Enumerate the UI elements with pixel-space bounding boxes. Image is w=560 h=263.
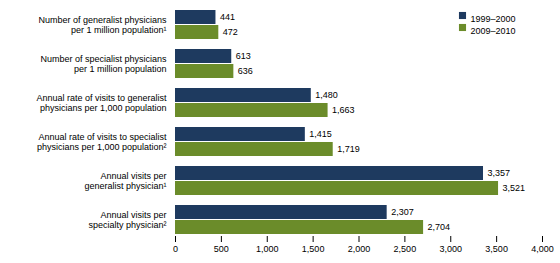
svg-text:Annual rate of visits to gener: Annual rate of visits to generalistphysi… [36, 93, 167, 113]
svg-text:3,500: 3,500 [485, 244, 508, 254]
svg-text:3,000: 3,000 [439, 244, 462, 254]
svg-text:Annual visits pergeneralist ph: Annual visits pergeneralist physician¹ [84, 171, 166, 191]
svg-text:472: 472 [223, 27, 238, 37]
svg-text:0: 0 [173, 244, 178, 254]
svg-text:4,000: 4,000 [531, 244, 554, 254]
svg-text:2,000: 2,000 [348, 244, 371, 254]
svg-text:2009–2010: 2009–2010 [471, 26, 516, 36]
svg-text:1,415: 1,415 [309, 129, 332, 139]
svg-text:1999–2000: 1999–2000 [471, 14, 516, 24]
svg-text:441: 441 [220, 12, 235, 22]
svg-text:3,357: 3,357 [488, 168, 511, 178]
svg-text:2,704: 2,704 [428, 222, 451, 232]
svg-text:Number of generalist physician: Number of generalist physiciansper 1 mil… [38, 15, 167, 35]
svg-text:613: 613 [236, 51, 251, 61]
svg-text:Annual visits perspecialty phy: Annual visits perspecialty physician² [88, 210, 166, 230]
svg-text:500: 500 [214, 244, 229, 254]
svg-text:Annual rate of visits to speci: Annual rate of visits to specialistphysi… [37, 132, 167, 152]
svg-text:1,719: 1,719 [337, 144, 360, 154]
svg-text:1,000: 1,000 [256, 244, 279, 254]
svg-text:1,663: 1,663 [332, 105, 355, 115]
svg-text:Number of specialist physician: Number of specialist physiciansper 1 mil… [40, 54, 167, 74]
svg-text:636: 636 [238, 66, 253, 76]
svg-text:2,307: 2,307 [391, 207, 414, 217]
svg-text:2,500: 2,500 [394, 244, 417, 254]
svg-text:1,500: 1,500 [302, 244, 325, 254]
svg-text:3,521: 3,521 [503, 183, 526, 193]
svg-text:1,480: 1,480 [315, 90, 338, 100]
